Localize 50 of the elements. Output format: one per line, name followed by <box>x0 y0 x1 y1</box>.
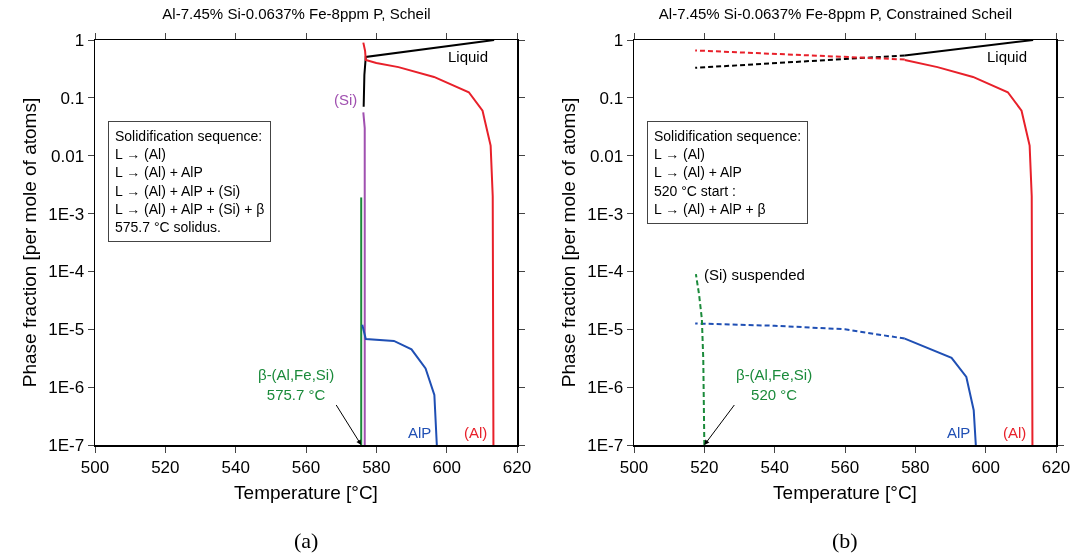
series-label: Liquid <box>448 48 489 65</box>
x-tick-label: 500 <box>80 457 110 477</box>
y-axis-title: Phase fraction [per mole of atoms] <box>19 97 41 388</box>
y-tick-label: 1E-4 <box>48 262 85 282</box>
annotation: β-(Al,Fe,Si) 520 °C <box>736 366 813 403</box>
text: (b) <box>832 528 858 553</box>
x-tick-label: 600 <box>971 457 1000 477</box>
x-tick-label: 540 <box>221 457 250 477</box>
y-tick-label: 1E-6 <box>587 378 624 398</box>
series-label: Liquid <box>987 48 1028 65</box>
text: (a) <box>294 528 319 553</box>
y-axis-title: Phase fraction [per mole of atoms] <box>558 97 580 388</box>
y-tick-label: 1 <box>74 30 85 50</box>
x-axis-title: Temperature [°C] <box>773 482 917 504</box>
y-tick-label: 0.1 <box>599 88 624 108</box>
annotation: Solidification sequence: L → (Al) L → (Al) + AlP 520 °C start : L → (Al) + AlP + β <box>654 128 802 217</box>
y-tick-label: 1E-4 <box>587 262 624 282</box>
y-tick-label: 1E-7 <box>587 435 624 455</box>
chart-title: Al-7.45% Si-0.0637% Fe-8ppm P, Scheil <box>162 4 431 22</box>
y-tick-label: 0.1 <box>60 88 85 108</box>
x-tick-label: 560 <box>830 457 860 477</box>
x-tick-label: 580 <box>362 457 391 477</box>
series-label: AlP <box>408 424 432 441</box>
x-tick-label: 620 <box>1041 457 1071 477</box>
x-tick-label: 500 <box>619 457 649 477</box>
y-tick-label: 1E-6 <box>48 378 85 398</box>
series-label: AlP <box>947 424 971 441</box>
x-axis-title: Temperature [°C] <box>234 482 378 504</box>
annotation: Solidification sequence: L → (Al) L → (Al) + AlP L → (Al) + AlP + (Si) L → (Al) + AlP + (Si) + β 575.7 °C solidus. <box>115 128 265 235</box>
x-tick-label: 520 <box>690 457 719 477</box>
y-tick-label: 1E-7 <box>48 435 85 455</box>
x-tick-label: 520 <box>151 457 180 477</box>
x-tick-label: 540 <box>760 457 789 477</box>
y-tick-label: 0.01 <box>51 146 85 166</box>
x-tick-label: 560 <box>291 457 321 477</box>
y-tick-label: 0.01 <box>590 146 624 166</box>
x-tick-label: 620 <box>502 457 532 477</box>
y-tick-label: 1E-3 <box>587 204 624 224</box>
series-label: (Al) <box>464 424 488 441</box>
x-tick-label: 600 <box>432 457 461 477</box>
y-tick-label: 1E-3 <box>48 204 85 224</box>
annotation: β-(Al,Fe,Si) 575.7 °C <box>258 366 335 403</box>
annotation: (Si) suspended <box>704 266 805 283</box>
y-tick-label: 1E-5 <box>48 320 85 340</box>
series-label: (Al) <box>1003 424 1027 441</box>
x-tick-label: 580 <box>901 457 930 477</box>
y-tick-label: 1E-5 <box>587 320 624 340</box>
series-label: (Si) <box>334 91 358 108</box>
chart-title: Al-7.45% Si-0.0637% Fe-8ppm P, Constrained Scheil <box>658 4 1013 22</box>
y-tick-label: 1 <box>613 30 624 50</box>
